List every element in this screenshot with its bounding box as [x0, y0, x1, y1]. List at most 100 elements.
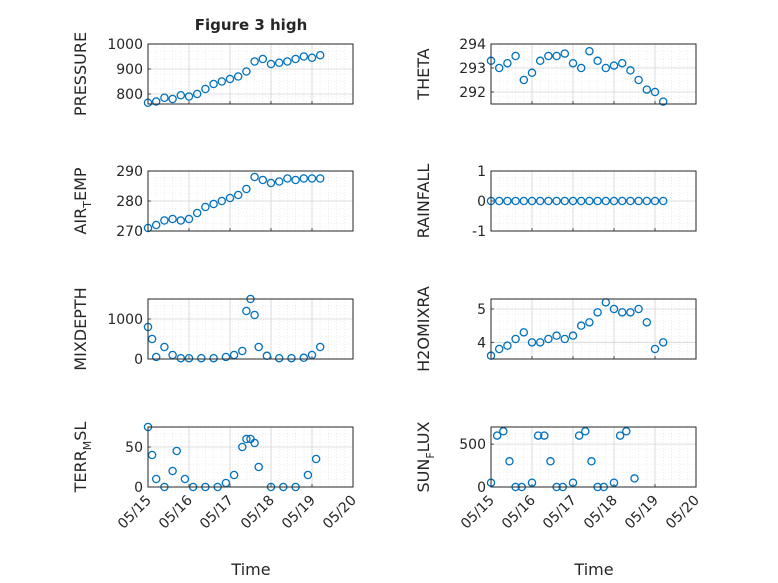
x-tick-label: 05/19 [279, 493, 319, 533]
data-point [233, 72, 243, 81]
data-point [168, 466, 177, 476]
y-tick-label: 900 [116, 62, 143, 78]
data-point [552, 51, 561, 61]
x-tick-label: 05/17 [540, 493, 580, 533]
data-point [225, 193, 235, 203]
axes-frame [147, 298, 354, 360]
axes-frame [490, 426, 697, 488]
data-point [587, 457, 596, 466]
x-tick-label: 05/18 [238, 493, 278, 533]
y-tick-label: 292 [459, 85, 486, 101]
data-point [258, 175, 268, 185]
x-tick-label: 05/15 [458, 493, 498, 533]
axes-frame [490, 298, 697, 360]
data-point [225, 74, 235, 84]
data-point [192, 89, 202, 99]
data-point [560, 334, 570, 344]
data-point [609, 304, 619, 314]
y-axis-label: RAINFALL [414, 164, 433, 239]
data-point [568, 58, 578, 68]
data-point [287, 353, 296, 363]
data-point [217, 77, 227, 86]
data-point [176, 353, 186, 363]
y-tick-label: 293 [459, 61, 486, 77]
data-point [585, 196, 594, 206]
data-point [315, 51, 325, 60]
data-point [242, 67, 251, 76]
data-point [250, 172, 259, 182]
data-point [540, 431, 549, 440]
data-point [151, 352, 161, 362]
y-tick-label: 294 [459, 37, 486, 53]
data-point [568, 478, 578, 487]
data-point [180, 474, 190, 484]
y-tick-label: 5 [477, 302, 486, 318]
x-tick-label: 05/18 [581, 493, 621, 533]
x-tick-label: 05/19 [622, 493, 662, 533]
data-point [527, 196, 537, 206]
y-axis-label: TERRMSL [71, 422, 94, 494]
data-point [299, 52, 309, 61]
data-point [622, 427, 631, 436]
data-point [576, 321, 586, 330]
data-point [642, 318, 652, 327]
data-point [229, 470, 239, 480]
data-point [503, 196, 512, 206]
data-point [250, 57, 259, 66]
data-point [238, 346, 247, 356]
data-point [535, 196, 545, 206]
data-point [650, 344, 660, 354]
data-point [250, 310, 259, 320]
data-point [254, 462, 263, 472]
data-point [511, 51, 520, 61]
y-tick-label: 50 [125, 440, 143, 456]
data-point [221, 352, 231, 362]
data-point [184, 92, 194, 101]
data-point [217, 196, 227, 206]
data-point [609, 61, 619, 70]
data-point [527, 68, 537, 78]
y-axis-label: MIXDEPTH [71, 287, 90, 370]
data-point [544, 196, 553, 206]
data-point [258, 54, 268, 64]
data-point [192, 208, 202, 218]
data-point [546, 457, 555, 466]
data-point [552, 331, 561, 340]
x-tick-label: 05/15 [115, 493, 155, 533]
data-point [519, 196, 529, 206]
y-tick-label: 500 [459, 437, 486, 453]
data-point [626, 308, 635, 317]
data-point [544, 51, 553, 61]
data-point [585, 318, 594, 327]
data-point [642, 196, 652, 206]
data-point [527, 338, 537, 347]
data-point [658, 196, 668, 206]
y-tick-label: -1 [472, 224, 486, 240]
data-point [176, 91, 186, 100]
data-point [505, 457, 514, 466]
data-point [315, 342, 325, 352]
data-point [494, 196, 504, 206]
data-point [168, 94, 177, 104]
data-point [626, 66, 635, 75]
data-point [311, 454, 321, 464]
data-point [593, 56, 602, 66]
y-tick-label: 0 [134, 480, 143, 496]
data-point [568, 196, 578, 206]
data-point [585, 46, 594, 56]
data-point [274, 177, 284, 186]
data-point [168, 214, 177, 224]
data-point [151, 220, 161, 230]
x-axis-label-left: Time [230, 560, 270, 579]
data-point [576, 63, 586, 73]
y-tick-label: 290 [116, 164, 143, 180]
axes-frame [490, 170, 697, 232]
data-point [172, 446, 181, 456]
x-tick-label: 05/17 [197, 493, 237, 533]
figure-title: Figure 3 high [195, 16, 308, 34]
y-axis-label: SUNFLUX [414, 421, 437, 492]
data-point [197, 353, 206, 363]
axes-frame [147, 43, 354, 105]
axes-frame [490, 43, 697, 105]
data-point [184, 353, 194, 363]
